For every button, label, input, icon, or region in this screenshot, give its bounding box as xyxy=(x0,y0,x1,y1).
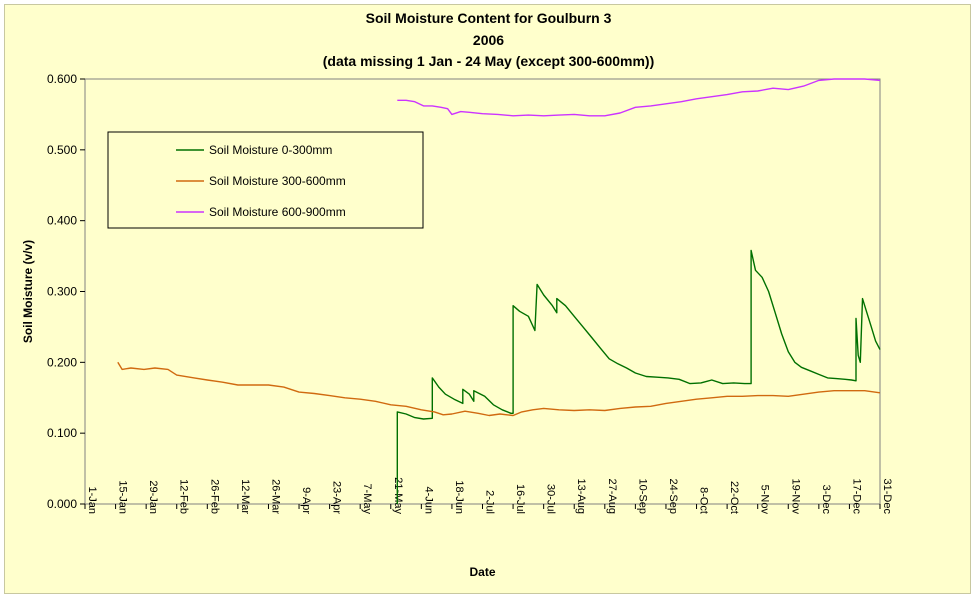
x-tick-label: 7-May xyxy=(361,483,373,514)
x-tick-label: 31-Dec xyxy=(881,479,893,515)
x-tick-label: 18-Jun xyxy=(453,480,465,514)
x-axis-title: Date xyxy=(469,565,495,579)
x-tick-label: 15-Jan xyxy=(117,480,129,514)
series-line-1 xyxy=(396,249,881,504)
x-tick-label: 26-Mar xyxy=(269,479,281,514)
y-tick-label: 0.600 xyxy=(47,72,77,86)
y-axis-title: Soil Moisture (v/v) xyxy=(21,240,35,343)
y-tick-label: 0.300 xyxy=(47,285,77,299)
x-tick-label: 24-Sep xyxy=(667,479,679,514)
x-tick-label: 9-Apr xyxy=(300,487,312,514)
x-tick-label: 30-Jul xyxy=(545,484,557,514)
legend-label-3: Soil Moisture 600-900mm xyxy=(209,205,346,219)
series-line-2 xyxy=(117,361,881,417)
x-tick-label: 2-Jul xyxy=(484,490,496,514)
x-tick-label: 16-Jul xyxy=(514,484,526,514)
x-tick-label: 12-Feb xyxy=(178,479,190,514)
series-line-3 xyxy=(397,78,881,117)
y-tick-label: 0.400 xyxy=(47,214,77,228)
x-tick-label: 23-Apr xyxy=(331,481,343,514)
y-tick-label: 0.100 xyxy=(47,426,77,440)
x-tick-label: 12-Mar xyxy=(239,479,251,514)
x-tick-label: 27-Aug xyxy=(606,479,618,514)
legend-label-2: Soil Moisture 300-600mm xyxy=(209,174,346,188)
y-tick-label: 0.000 xyxy=(47,497,77,511)
x-tick-label: 17-Dec xyxy=(850,479,862,515)
y-tick-label: 0.500 xyxy=(47,143,77,157)
x-tick-label: 26-Feb xyxy=(208,479,220,514)
y-tick-label: 0.200 xyxy=(47,355,77,369)
legend-label-1: Soil Moisture 0-300mm xyxy=(209,143,332,157)
x-tick-label: 19-Nov xyxy=(789,479,801,515)
x-tick-label: 22-Oct xyxy=(728,481,740,514)
x-tick-label: 8-Oct xyxy=(698,487,710,514)
chart-title-line-1: Soil Moisture Content for Goulburn 3 xyxy=(365,10,612,26)
x-tick-label: 1-Jan xyxy=(86,486,98,514)
x-tick-label: 5-Nov xyxy=(759,485,771,515)
x-tick-label: 4-Jun xyxy=(422,486,434,514)
x-tick-label: 3-Dec xyxy=(820,485,832,515)
x-tick-label: 13-Aug xyxy=(575,479,587,514)
chart-title-line-2: 2006 xyxy=(472,32,505,48)
x-tick-label: 10-Sep xyxy=(636,479,648,514)
chart-title-line-3: (data missing 1 Jan - 24 May (except 300… xyxy=(322,53,655,69)
legend-box xyxy=(107,131,424,229)
x-tick-label: 29-Jan xyxy=(147,480,159,514)
